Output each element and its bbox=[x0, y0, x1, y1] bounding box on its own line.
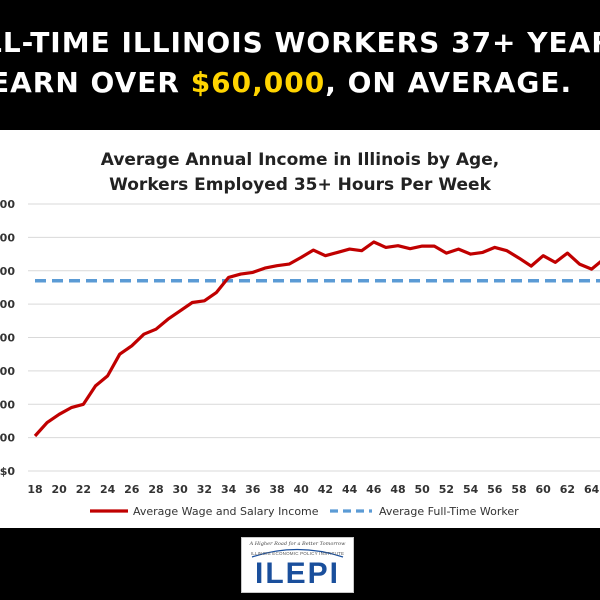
y-tick-label: $50,000 bbox=[0, 298, 15, 311]
y-tick-label: $40,000 bbox=[0, 332, 15, 345]
headline-line-2-prefix: EARN OVER bbox=[0, 66, 191, 99]
gridlines bbox=[28, 203, 600, 472]
x-tick-label: 36 bbox=[245, 483, 261, 496]
chart-subtitle: Workers Employed 35+ Hours Per Week bbox=[109, 175, 491, 195]
x-tick-label: 48 bbox=[390, 483, 405, 496]
headline-line-1: LL-TIME ILLINOIS WORKERS 37+ YEARS bbox=[0, 26, 600, 59]
x-tick-label: 40 bbox=[294, 483, 310, 496]
x-tick-label: 58 bbox=[511, 483, 526, 496]
x-tick-label: 62 bbox=[560, 483, 575, 496]
x-tick-label: 22 bbox=[76, 483, 91, 496]
headline-line-2: EARN OVER $60,000, ON AVERAGE. bbox=[0, 66, 572, 99]
logo-org-name: ILLINOIS ECONOMIC POLICY INSTITUTE bbox=[250, 551, 345, 556]
legend-label-average: Average Full-Time Worker bbox=[379, 505, 519, 518]
x-tick-label: 52 bbox=[439, 483, 454, 496]
x-tick-label: 60 bbox=[536, 483, 552, 496]
y-tick-label: $70,000 bbox=[0, 231, 15, 244]
series-layer bbox=[33, 240, 600, 438]
logo-tagline: A Higher Road for a Better Tomorrow bbox=[249, 541, 346, 547]
x-tick-label: 24 bbox=[100, 483, 116, 496]
x-tick-label: 56 bbox=[487, 483, 503, 496]
logo-wordmark: ILEPI bbox=[254, 557, 340, 590]
x-tick-label: 18 bbox=[27, 483, 42, 496]
y-axis: $0 $10,000 $20,000 $30,000 $40,000 $50,000 $60… bbox=[0, 198, 15, 478]
chart-legend: Average Wage and Salary Income Average Fu… bbox=[90, 505, 519, 518]
logo-arch-icon bbox=[251, 548, 344, 558]
x-tick-label: 64 bbox=[584, 483, 600, 496]
headline-line-2-suffix: , ON AVERAGE. bbox=[325, 66, 573, 99]
headline-highlight-amount: $60,000 bbox=[190, 66, 326, 99]
x-tick-label: 28 bbox=[148, 483, 163, 496]
y-tick-label: $0 bbox=[0, 465, 15, 478]
x-tick-label: 32 bbox=[197, 483, 212, 496]
chart-panel: Average Annual Income in Illinois by Age… bbox=[0, 130, 600, 528]
x-tick-label: 30 bbox=[173, 483, 189, 496]
x-tick-label: 46 bbox=[366, 483, 382, 496]
series-line-income bbox=[33, 240, 600, 438]
x-axis: 18 20 22 24 26 28 30 32 34 36 38 40 42 44 46 48 50 52 54 56… bbox=[27, 483, 599, 496]
x-tick-label: 26 bbox=[124, 483, 140, 496]
x-tick-label: 38 bbox=[269, 483, 284, 496]
x-tick-label: 20 bbox=[52, 483, 68, 496]
y-tick-label: $80,000 bbox=[0, 198, 15, 211]
x-tick-label: 42 bbox=[318, 483, 333, 496]
legend-label-income: Average Wage and Salary Income bbox=[133, 505, 319, 518]
y-tick-label: $60,000 bbox=[0, 265, 15, 278]
x-tick-label: 44 bbox=[342, 483, 358, 496]
x-tick-label: 34 bbox=[221, 483, 237, 496]
x-tick-label: 50 bbox=[415, 483, 431, 496]
y-tick-label: $20,000 bbox=[0, 398, 15, 411]
ilepi-logo: A Higher Road for a Better Tomorrow ILLI… bbox=[241, 537, 354, 593]
x-tick-label: 54 bbox=[463, 483, 479, 496]
headline-banner: LL-TIME ILLINOIS WORKERS 37+ YEARS EARN … bbox=[0, 0, 600, 130]
y-tick-label: $30,000 bbox=[0, 365, 15, 378]
y-tick-label: $10,000 bbox=[0, 432, 15, 445]
income-by-age-chart: Average Annual Income in Illinois by Age… bbox=[0, 150, 600, 518]
chart-title: Average Annual Income in Illinois by Age… bbox=[101, 150, 499, 170]
